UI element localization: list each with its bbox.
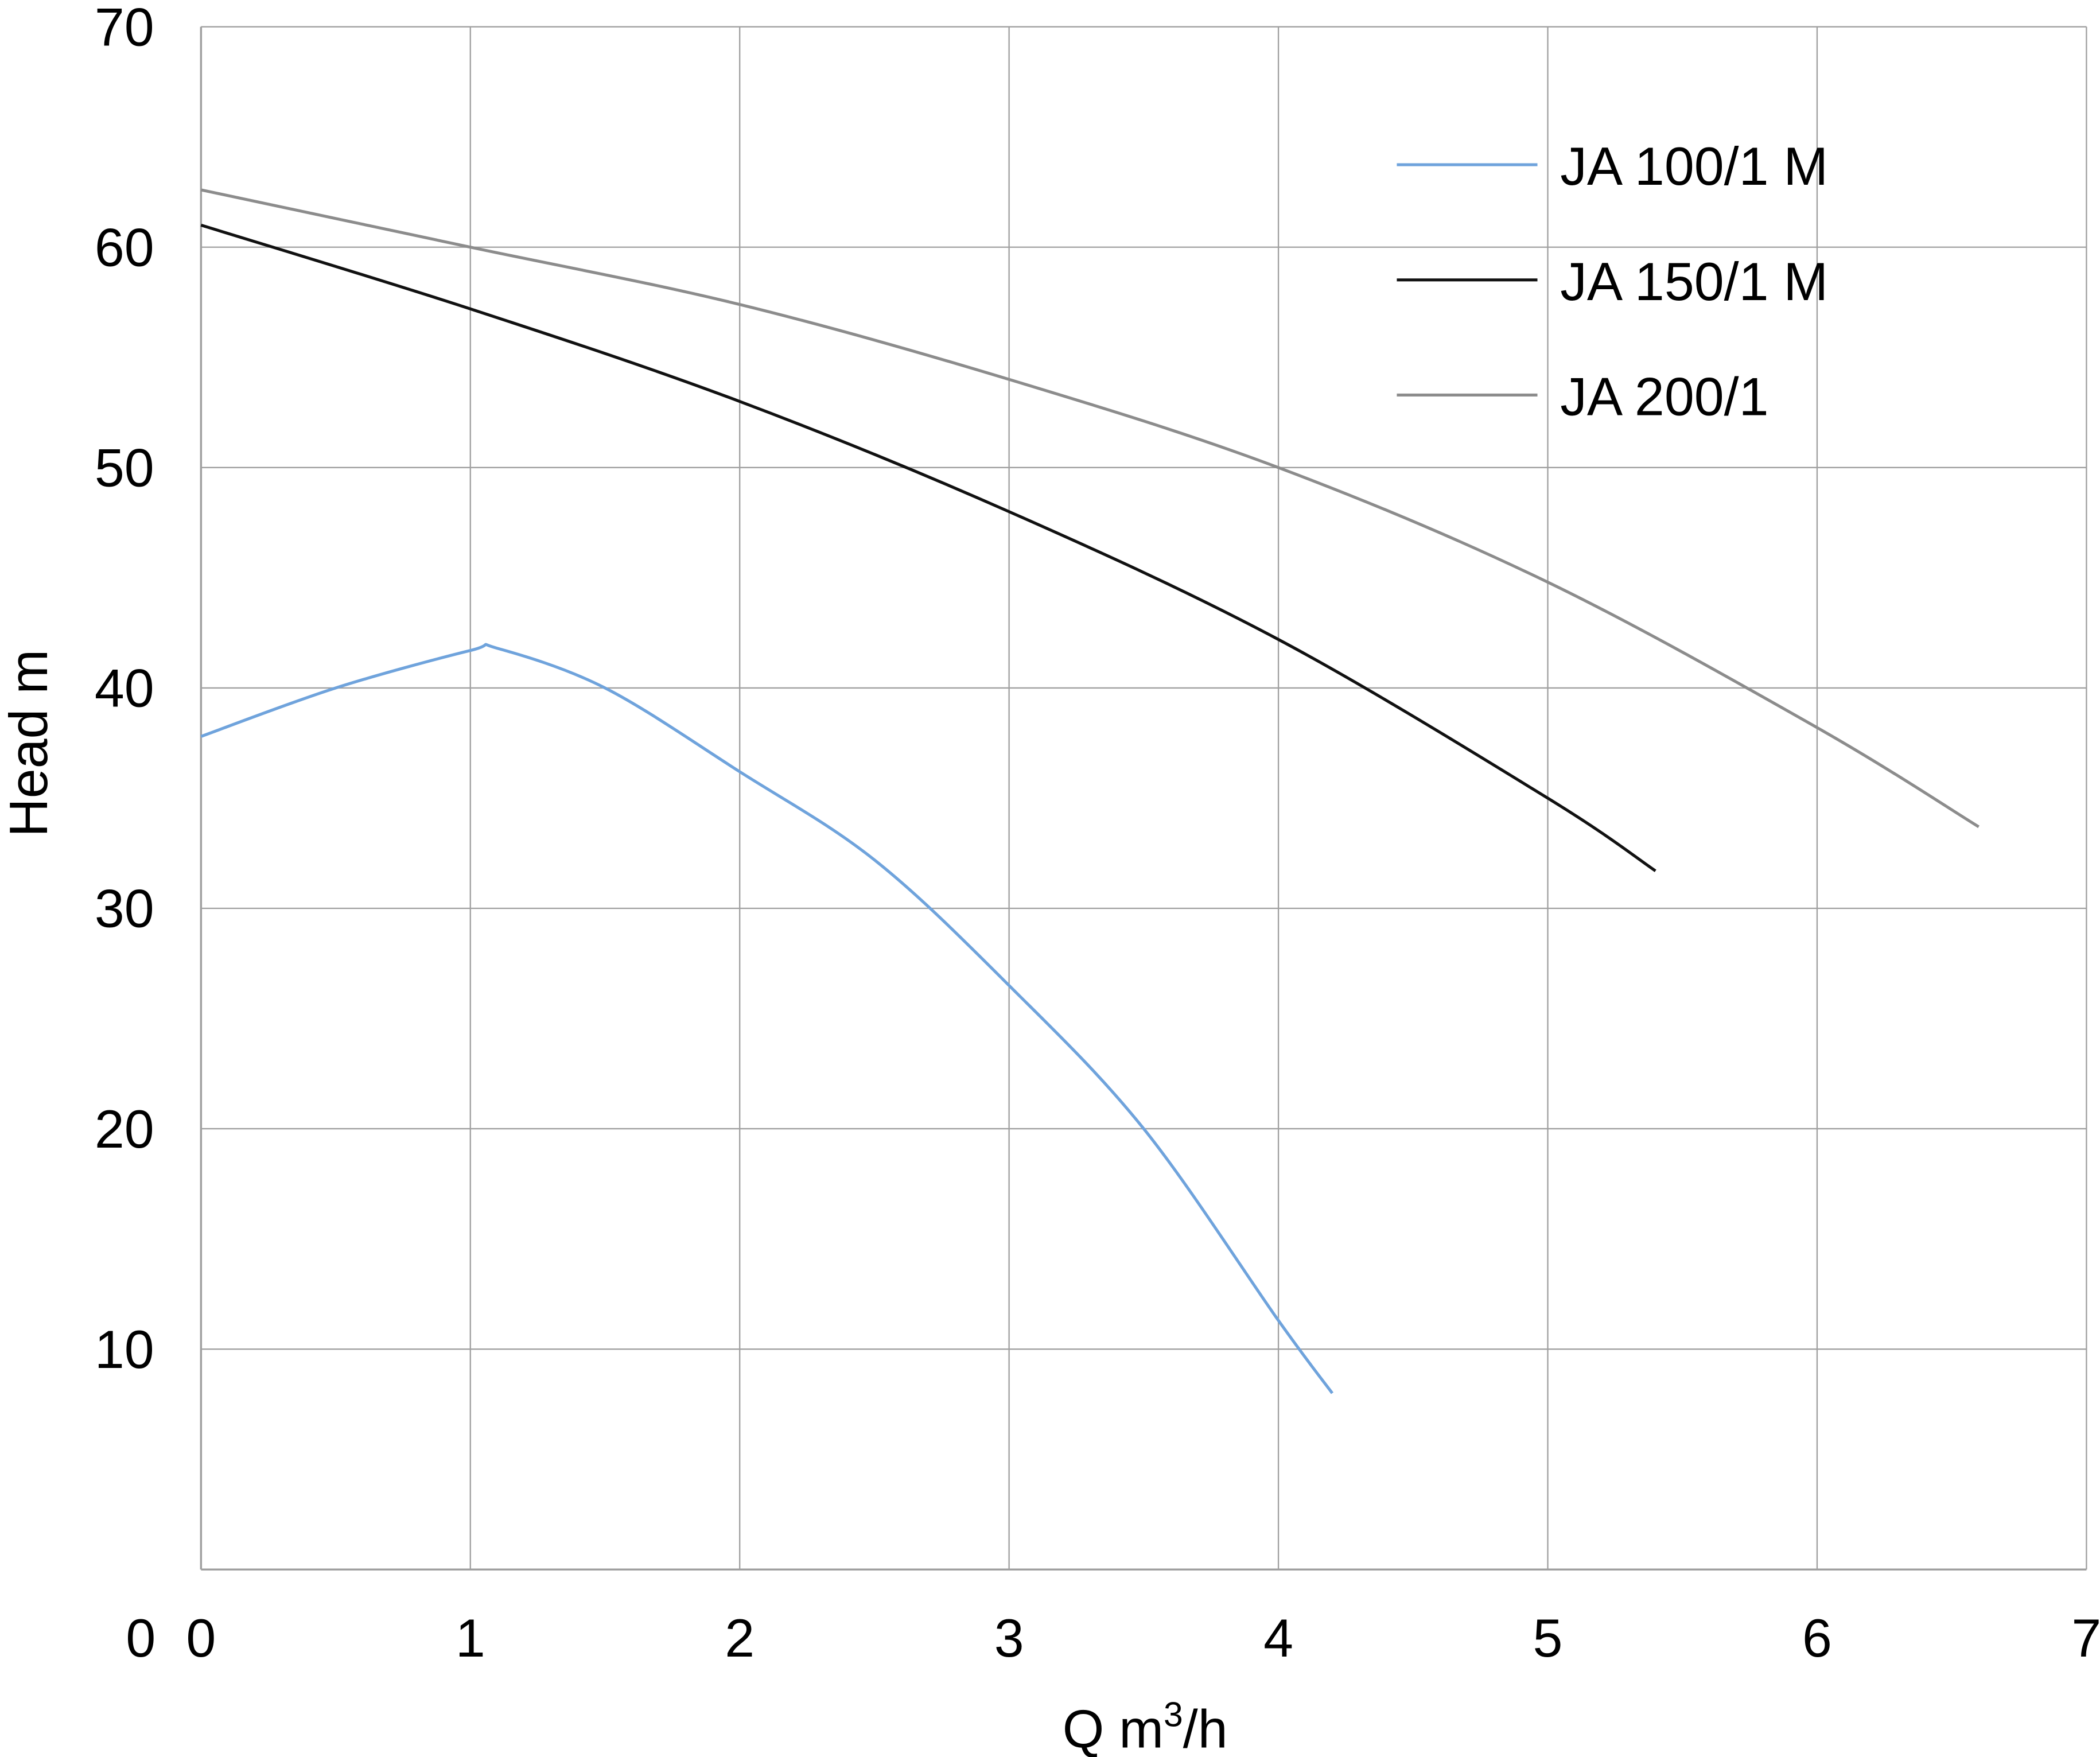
series-lines (200, 188, 1980, 1394)
y-tick-label: 40 (95, 658, 154, 718)
x-axis-label: Q m3/h (1063, 1694, 1228, 1757)
y-tick-label: 50 (95, 438, 154, 498)
legend: JA 100/1 M JA 150/1 M JA 200/1 (1397, 136, 1828, 426)
x-tick-label: 3 (994, 1608, 1024, 1668)
y-tick-label: 30 (95, 878, 154, 939)
legend-label: JA 150/1 M (1560, 251, 1828, 312)
x-tick-label: 6 (1802, 1608, 1832, 1668)
series-line-2 (200, 188, 1980, 829)
series-line-1 (200, 223, 1656, 872)
y-tick-label: 60 (95, 217, 154, 277)
x-tick-label: 7 (2071, 1608, 2100, 1668)
y-axis-label: Head m (0, 650, 59, 837)
tick-labels: 0 1 2 3 4 5 6 7 10 20 30 40 50 60 70 0 (95, 0, 2100, 1668)
series-line-0 (200, 643, 1334, 1394)
legend-label: JA 100/1 M (1560, 136, 1828, 196)
x-tick-label: 2 (725, 1608, 755, 1668)
x-tick-label: 4 (1263, 1608, 1293, 1668)
origin-label: 0 (126, 1608, 155, 1668)
x-tick-label: 5 (1533, 1608, 1563, 1668)
y-tick-label: 10 (95, 1319, 154, 1379)
x-tick-label: 0 (186, 1608, 216, 1668)
legend-label: JA 200/1 (1560, 366, 1768, 426)
x-tick-label: 1 (456, 1608, 485, 1668)
y-tick-label: 70 (95, 0, 154, 57)
y-tick-label: 20 (95, 1099, 154, 1159)
